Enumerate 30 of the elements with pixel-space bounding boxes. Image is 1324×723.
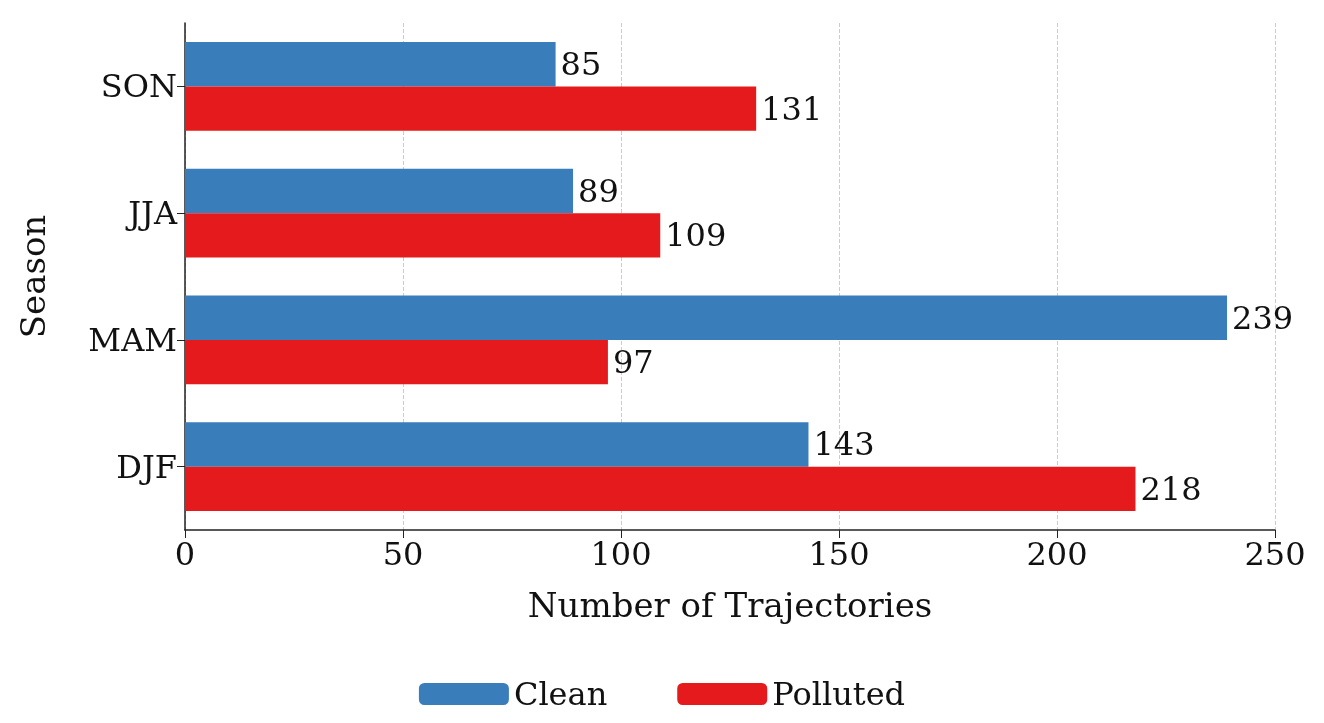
y-tick-label: DJF: [116, 447, 177, 486]
x-tick-label: 250: [1244, 535, 1306, 573]
bar: [185, 466, 1136, 511]
data-label: 97: [612, 343, 654, 382]
x-axis-title: Number of Trajectories: [527, 585, 933, 625]
legend-label: Polluted: [772, 675, 906, 713]
bar: [185, 422, 809, 467]
legend-label: Clean: [513, 675, 608, 713]
data-label: 85: [560, 45, 602, 84]
bar: [185, 339, 608, 385]
y-axis-title: Season: [13, 214, 53, 339]
y-tick-label: SON: [100, 67, 177, 106]
x-tick-label: 150: [808, 535, 870, 573]
data-label: 131: [761, 89, 823, 128]
bar: [185, 168, 574, 214]
data-label: 143: [813, 425, 875, 464]
bar: [185, 42, 556, 87]
bar: [185, 295, 1228, 340]
data-label: 109: [665, 216, 727, 255]
x-tick-label: 0: [174, 535, 196, 573]
bar: [185, 213, 661, 258]
data-label: 218: [1140, 469, 1202, 508]
data-label: 89: [578, 171, 619, 210]
bar: [185, 86, 757, 131]
x-tick-label: 200: [1026, 535, 1088, 573]
y-tick-label: MAM: [88, 320, 177, 359]
y-tick-label: JJA: [125, 194, 178, 233]
data-label: 239: [1232, 298, 1294, 337]
x-tick-label: 50: [382, 535, 424, 573]
x-tick-label: 100: [590, 535, 652, 573]
